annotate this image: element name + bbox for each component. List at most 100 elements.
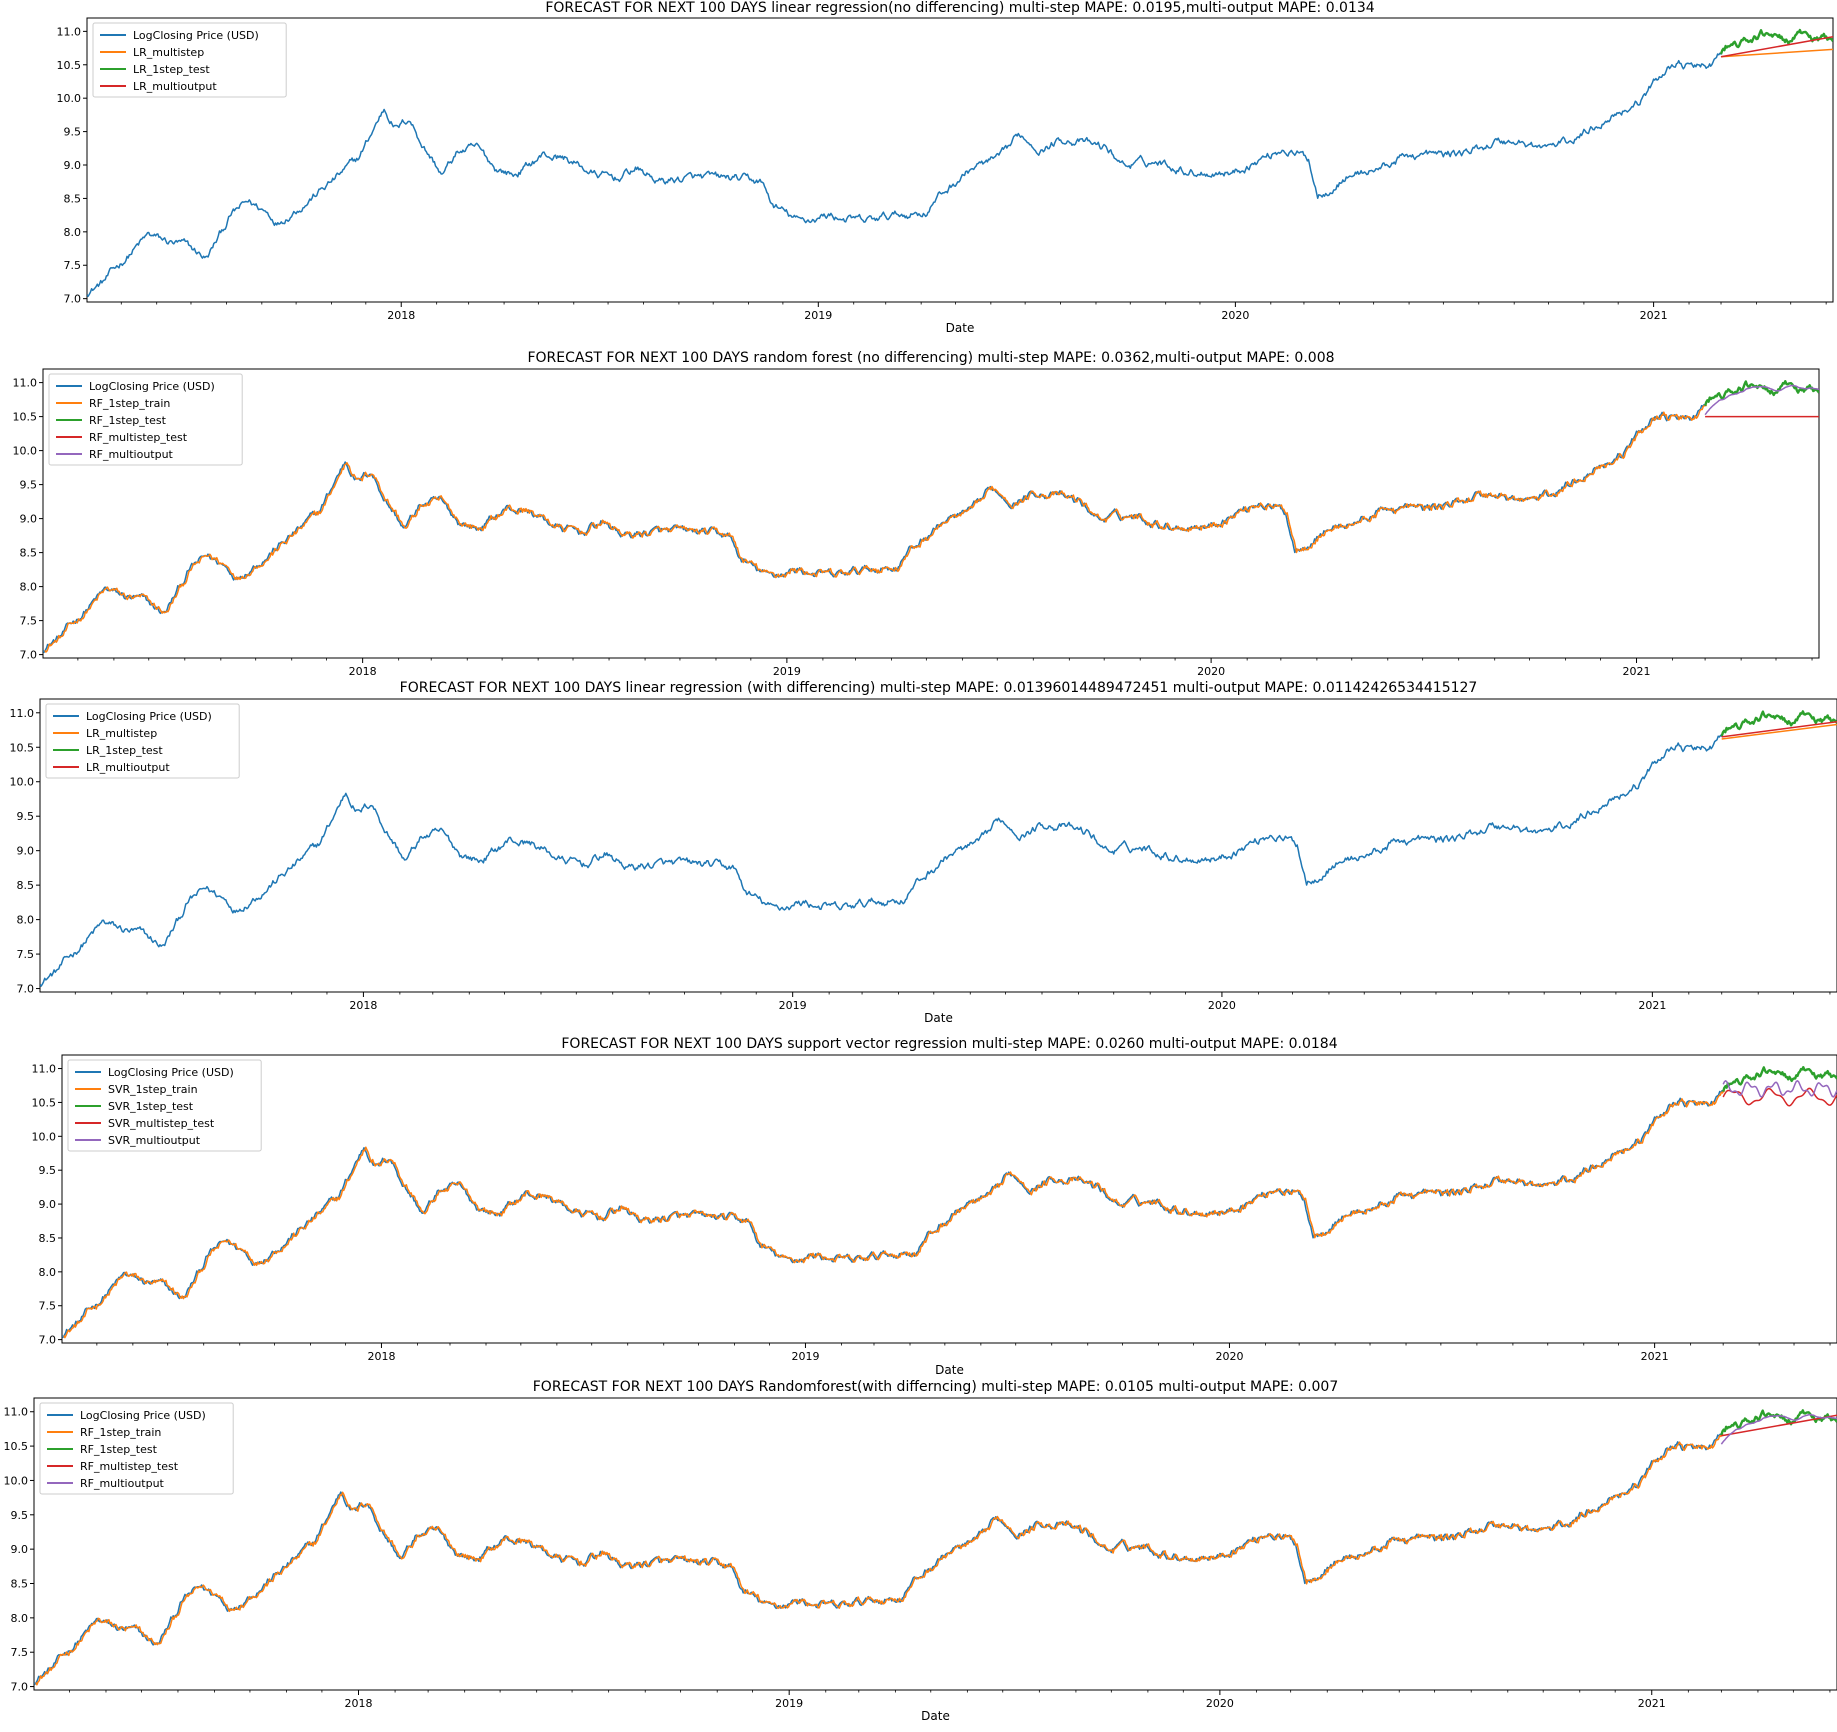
legend-label: LR_multioutput bbox=[86, 761, 170, 774]
legend-label: RF_multistep_test bbox=[80, 1460, 179, 1473]
series-group bbox=[34, 1409, 1837, 1686]
plot-frame bbox=[39, 698, 1837, 993]
x-tick-label: 2021 bbox=[1641, 1350, 1669, 1363]
y-tick-label: 7.5 bbox=[64, 259, 82, 272]
y-tick-label: 9.5 bbox=[64, 126, 82, 139]
series-line-rf-multistep-test bbox=[1721, 1414, 1837, 1437]
y-tick-label: 10.0 bbox=[13, 445, 38, 458]
plot-frame bbox=[33, 1397, 1837, 1691]
legend-label: RF_1step_test bbox=[89, 414, 167, 427]
y-tick-label: 7.0 bbox=[20, 649, 38, 662]
x-tick-label: 2021 bbox=[1640, 309, 1668, 322]
y-tick-label: 8.0 bbox=[64, 226, 82, 239]
series-line-svr-multistep-test bbox=[1722, 1087, 1837, 1107]
x-axis-label: Date bbox=[924, 1011, 953, 1025]
y-tick-label: 10.0 bbox=[32, 1130, 57, 1143]
y-tick-label: 9.0 bbox=[20, 513, 38, 526]
legend-label: LogClosing Price (USD) bbox=[133, 29, 259, 42]
series-line-lr-1step-test bbox=[1719, 28, 1833, 55]
legend-label: LR_1step_test bbox=[86, 744, 163, 757]
series-line-rf-1step-test bbox=[1720, 1409, 1837, 1436]
x-tick-label: 2019 bbox=[791, 1350, 819, 1363]
x-tick-label: 2020 bbox=[1221, 309, 1249, 322]
y-tick-label: 10.0 bbox=[4, 1474, 29, 1487]
y-tick-label: 10.5 bbox=[4, 1440, 29, 1453]
x-tick-label: 2020 bbox=[1206, 1697, 1234, 1710]
chart-panel-rf-no-diff: FORECAST FOR NEXT 100 DAYS random forest… bbox=[13, 350, 1820, 678]
series-line-svr-1step-test bbox=[1722, 1066, 1837, 1092]
legend-label: RF_1step_train bbox=[80, 1426, 161, 1439]
x-tick-label: 2021 bbox=[1638, 1697, 1666, 1710]
y-tick-label: 7.0 bbox=[39, 1334, 57, 1347]
y-tick-label: 9.0 bbox=[64, 159, 82, 172]
legend-label: RF_1step_test bbox=[80, 1443, 158, 1456]
legend-label: LogClosing Price (USD) bbox=[108, 1066, 234, 1079]
y-tick-label: 7.0 bbox=[11, 1681, 29, 1694]
y-tick-label: 8.5 bbox=[11, 1578, 29, 1591]
series-line-lr-1step-test bbox=[1720, 710, 1837, 737]
chart-panel-rf-with-diff: FORECAST FOR NEXT 100 DAYS Randomforest(… bbox=[4, 1379, 1837, 1723]
x-tick-label: 2019 bbox=[775, 1697, 803, 1710]
plot-frame bbox=[42, 368, 1820, 659]
y-tick-label: 11.0 bbox=[4, 1406, 29, 1419]
y-tick-label: 10.5 bbox=[32, 1096, 57, 1109]
x-tick-label: 2018 bbox=[349, 999, 377, 1012]
legend-label: RF_multioutput bbox=[89, 448, 174, 461]
legend-label: SVR_1step_test bbox=[108, 1100, 194, 1113]
series-line-lr-multioutput bbox=[1720, 35, 1833, 58]
y-tick-label: 7.5 bbox=[20, 615, 38, 628]
legend: LogClosing Price (USD) RF_1step_train RF_1… bbox=[48, 373, 243, 466]
legend-box bbox=[39, 1402, 234, 1495]
y-tick-label: 11.0 bbox=[32, 1063, 57, 1076]
series-line-rf-1step-test bbox=[1703, 380, 1819, 407]
x-tick-label: 2018 bbox=[349, 665, 377, 678]
series-group bbox=[87, 28, 1833, 297]
legend-label: LogClosing Price (USD) bbox=[89, 380, 215, 393]
y-tick-label: 8.5 bbox=[17, 879, 35, 892]
legend-box bbox=[67, 1059, 262, 1152]
series-line-lr-multistep bbox=[1721, 723, 1837, 740]
y-tick-label: 11.0 bbox=[57, 25, 82, 38]
series-line-lr-multistep bbox=[1720, 48, 1833, 58]
y-tick-label: 7.5 bbox=[11, 1646, 29, 1659]
y-tick-label: 10.0 bbox=[10, 776, 35, 789]
legend-label: LR_1step_test bbox=[133, 63, 210, 76]
y-tick-label: 8.0 bbox=[20, 581, 38, 594]
chart-title: FORECAST FOR NEXT 100 DAYS linear regres… bbox=[545, 0, 1374, 16]
chart-title: FORECAST FOR NEXT 100 DAYS Randomforest(… bbox=[533, 1379, 1339, 1395]
series-line-lr-multioutput bbox=[1721, 721, 1837, 738]
y-tick-label: 9.0 bbox=[17, 845, 35, 858]
series-line-rf-multioutput bbox=[1704, 384, 1819, 416]
y-tick-label: 8.0 bbox=[17, 914, 35, 927]
legend-label: LR_multioutput bbox=[133, 80, 217, 93]
x-tick-label: 2019 bbox=[804, 309, 832, 322]
chart-title: FORECAST FOR NEXT 100 DAYS linear regres… bbox=[400, 680, 1478, 696]
legend-box bbox=[92, 22, 287, 98]
x-tick-label: 2020 bbox=[1215, 1350, 1243, 1363]
legend-label: SVR_multistep_test bbox=[108, 1117, 215, 1130]
y-tick-label: 8.5 bbox=[39, 1232, 57, 1245]
x-tick-label: 2021 bbox=[1638, 999, 1666, 1012]
x-axis-label: Date bbox=[946, 321, 975, 335]
legend-box bbox=[45, 703, 240, 779]
y-tick-label: 7.5 bbox=[17, 948, 35, 961]
legend-label: LR_multistep bbox=[86, 727, 157, 740]
y-tick-label: 7.0 bbox=[64, 293, 82, 306]
x-tick-label: 2020 bbox=[1197, 665, 1225, 678]
x-axis-label: Date bbox=[935, 1363, 964, 1377]
y-tick-label: 10.5 bbox=[13, 411, 38, 424]
x-tick-label: 2018 bbox=[367, 1350, 395, 1363]
y-tick-label: 8.0 bbox=[11, 1612, 29, 1625]
y-tick-label: 9.5 bbox=[11, 1509, 29, 1522]
plot-frame bbox=[86, 17, 1834, 303]
legend-label: SVR_1step_train bbox=[108, 1083, 198, 1096]
legend: LogClosing Price (USD) LR_multistep LR_1st… bbox=[45, 703, 240, 779]
y-tick-label: 9.5 bbox=[17, 810, 35, 823]
y-tick-label: 8.5 bbox=[64, 192, 82, 205]
chart-title: FORECAST FOR NEXT 100 DAYS support vecto… bbox=[561, 1036, 1337, 1052]
series-group bbox=[62, 1066, 1837, 1339]
legend-label: RF_multioutput bbox=[80, 1477, 165, 1490]
series-group bbox=[43, 380, 1819, 653]
legend-label: LR_multistep bbox=[133, 46, 204, 59]
